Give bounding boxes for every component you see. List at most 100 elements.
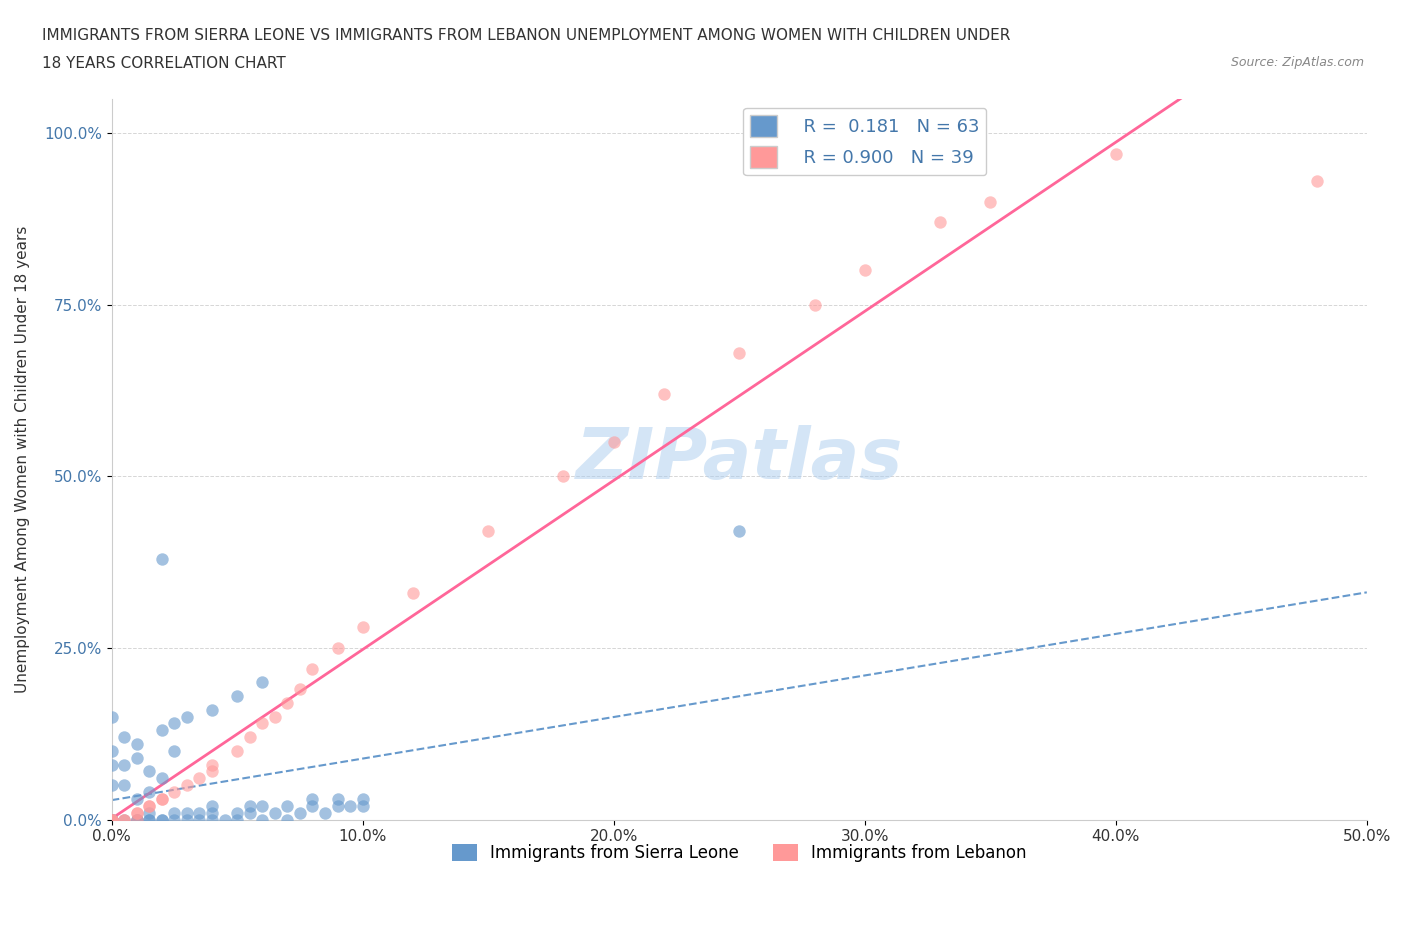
Immigrants from Sierra Leone xyxy=(239,805,262,820)
Immigrants from Sierra Leone xyxy=(125,751,148,765)
Immigrants from Sierra Leone xyxy=(288,805,311,820)
Immigrants from Lebanon xyxy=(100,812,122,827)
Immigrants from Sierra Leone xyxy=(138,764,160,779)
Immigrants from Sierra Leone xyxy=(138,805,160,820)
Immigrants from Sierra Leone xyxy=(339,798,361,813)
Immigrants from Sierra Leone xyxy=(214,812,236,827)
Immigrants from Sierra Leone xyxy=(163,812,186,827)
Immigrants from Sierra Leone xyxy=(176,812,198,827)
Text: Source: ZipAtlas.com: Source: ZipAtlas.com xyxy=(1230,56,1364,69)
Immigrants from Sierra Leone xyxy=(252,675,274,690)
Immigrants from Lebanon xyxy=(150,791,173,806)
Immigrants from Sierra Leone xyxy=(125,791,148,806)
Immigrants from Sierra Leone xyxy=(125,737,148,751)
Immigrants from Sierra Leone xyxy=(201,702,224,717)
Immigrants from Sierra Leone xyxy=(150,771,173,786)
Immigrants from Lebanon xyxy=(125,805,148,820)
Immigrants from Sierra Leone xyxy=(150,551,173,566)
Immigrants from Lebanon xyxy=(352,620,374,635)
Immigrants from Lebanon xyxy=(276,696,298,711)
Immigrants from Sierra Leone xyxy=(276,798,298,813)
Immigrants from Lebanon xyxy=(125,805,148,820)
Immigrants from Sierra Leone xyxy=(138,812,160,827)
Immigrants from Sierra Leone xyxy=(125,812,148,827)
Immigrants from Lebanon xyxy=(188,771,211,786)
Immigrants from Lebanon xyxy=(112,812,135,827)
Immigrants from Sierra Leone xyxy=(301,798,323,813)
Immigrants from Sierra Leone xyxy=(112,730,135,745)
Immigrants from Sierra Leone xyxy=(138,785,160,800)
Immigrants from Lebanon xyxy=(100,812,122,827)
Immigrants from Sierra Leone xyxy=(112,757,135,772)
Immigrants from Lebanon xyxy=(226,743,249,758)
Immigrants from Sierra Leone xyxy=(100,757,122,772)
Immigrants from Sierra Leone xyxy=(163,743,186,758)
Immigrants from Lebanon xyxy=(602,434,624,449)
Immigrants from Lebanon xyxy=(288,682,311,697)
Immigrants from Sierra Leone xyxy=(226,805,249,820)
Immigrants from Lebanon xyxy=(929,215,952,230)
Text: IMMIGRANTS FROM SIERRA LEONE VS IMMIGRANTS FROM LEBANON UNEMPLOYMENT AMONG WOMEN: IMMIGRANTS FROM SIERRA LEONE VS IMMIGRAN… xyxy=(42,28,1011,43)
Text: 18 YEARS CORRELATION CHART: 18 YEARS CORRELATION CHART xyxy=(42,56,285,71)
Immigrants from Lebanon xyxy=(163,785,186,800)
Immigrants from Lebanon xyxy=(1305,174,1327,189)
Immigrants from Sierra Leone xyxy=(201,805,224,820)
Immigrants from Sierra Leone xyxy=(301,791,323,806)
Immigrants from Sierra Leone xyxy=(188,805,211,820)
Immigrants from Lebanon xyxy=(1105,146,1128,161)
Immigrants from Lebanon xyxy=(477,524,499,538)
Immigrants from Sierra Leone xyxy=(125,812,148,827)
Immigrants from Sierra Leone xyxy=(226,812,249,827)
Immigrants from Sierra Leone xyxy=(326,791,349,806)
Immigrants from Sierra Leone xyxy=(163,805,186,820)
Immigrants from Lebanon xyxy=(402,586,425,601)
Immigrants from Lebanon xyxy=(201,764,224,779)
Immigrants from Sierra Leone xyxy=(163,716,186,731)
Immigrants from Lebanon xyxy=(263,710,285,724)
Immigrants from Lebanon xyxy=(652,387,675,402)
Immigrants from Sierra Leone xyxy=(100,777,122,792)
Immigrants from Lebanon xyxy=(252,716,274,731)
Immigrants from Sierra Leone xyxy=(263,805,285,820)
Text: ZIPatlas: ZIPatlas xyxy=(575,425,903,494)
Immigrants from Sierra Leone xyxy=(100,710,122,724)
Immigrants from Sierra Leone xyxy=(100,812,122,827)
Immigrants from Sierra Leone xyxy=(100,812,122,827)
Immigrants from Sierra Leone xyxy=(138,812,160,827)
Immigrants from Sierra Leone xyxy=(252,798,274,813)
Immigrants from Lebanon xyxy=(138,798,160,813)
Immigrants from Sierra Leone xyxy=(100,812,122,827)
Immigrants from Sierra Leone xyxy=(276,812,298,827)
Immigrants from Sierra Leone xyxy=(150,723,173,737)
Immigrants from Sierra Leone xyxy=(150,812,173,827)
Immigrants from Lebanon xyxy=(301,661,323,676)
Immigrants from Sierra Leone xyxy=(252,812,274,827)
Immigrants from Sierra Leone xyxy=(226,688,249,703)
Immigrants from Lebanon xyxy=(150,791,173,806)
Immigrants from Lebanon xyxy=(100,812,122,827)
Immigrants from Lebanon xyxy=(803,298,825,312)
Immigrants from Sierra Leone xyxy=(201,812,224,827)
Immigrants from Lebanon xyxy=(553,469,575,484)
Immigrants from Lebanon xyxy=(100,812,122,827)
Y-axis label: Unemployment Among Women with Children Under 18 years: Unemployment Among Women with Children U… xyxy=(15,225,30,693)
Immigrants from Sierra Leone xyxy=(352,798,374,813)
Immigrants from Lebanon xyxy=(979,194,1001,209)
Immigrants from Sierra Leone xyxy=(188,812,211,827)
Immigrants from Sierra Leone xyxy=(352,791,374,806)
Legend: Immigrants from Sierra Leone, Immigrants from Lebanon: Immigrants from Sierra Leone, Immigrants… xyxy=(446,837,1033,869)
Immigrants from Sierra Leone xyxy=(176,710,198,724)
Immigrants from Lebanon xyxy=(201,757,224,772)
Immigrants from Lebanon xyxy=(125,812,148,827)
Immigrants from Sierra Leone xyxy=(728,524,751,538)
Immigrants from Lebanon xyxy=(853,263,876,278)
Immigrants from Sierra Leone xyxy=(100,812,122,827)
Immigrants from Sierra Leone xyxy=(150,812,173,827)
Immigrants from Sierra Leone xyxy=(314,805,336,820)
Immigrants from Lebanon xyxy=(176,777,198,792)
Immigrants from Sierra Leone xyxy=(176,805,198,820)
Immigrants from Lebanon xyxy=(112,812,135,827)
Immigrants from Sierra Leone xyxy=(125,812,148,827)
Immigrants from Sierra Leone xyxy=(100,743,122,758)
Immigrants from Sierra Leone xyxy=(112,777,135,792)
